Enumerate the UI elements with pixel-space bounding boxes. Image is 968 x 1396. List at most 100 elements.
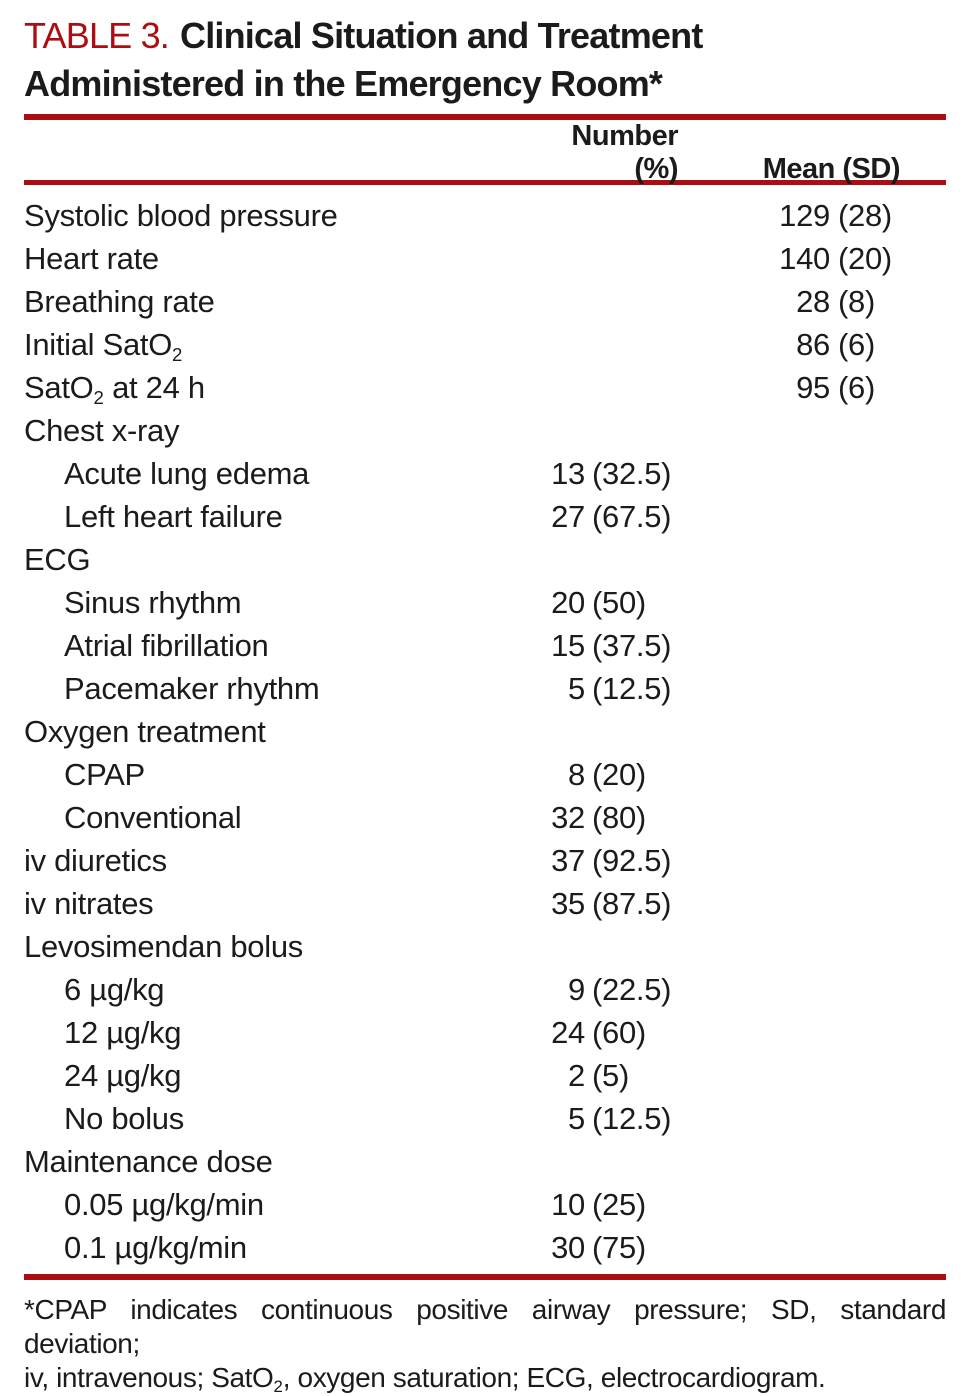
number-count: 37 — [551, 843, 585, 878]
row-label: Oxygen treatment — [24, 714, 266, 749]
number-count: 9 — [568, 972, 585, 1007]
mean-sd — [830, 538, 946, 581]
column-header-mean: Mean (SD) — [762, 153, 901, 185]
table-row: Heart rate 140 (20) — [24, 237, 946, 280]
number-count — [525, 323, 585, 366]
number-pct — [585, 280, 683, 323]
number-pct: (60) — [592, 1015, 646, 1050]
row-label: 24 µg/kg — [64, 1058, 182, 1093]
number-pct: (32.5) — [592, 456, 672, 491]
number-pct: (75) — [592, 1230, 646, 1265]
mean-value — [683, 796, 830, 839]
mean-value — [683, 882, 830, 925]
number-count: 27 — [551, 499, 585, 534]
mean-value — [683, 1011, 830, 1054]
row-label: Acute lung edema — [64, 456, 310, 491]
header-rule — [24, 180, 946, 185]
row-label: Initial SatO2 — [24, 327, 183, 365]
table-row: Initial SatO2 86 (6) — [24, 323, 946, 366]
table-row: Breathing rate 28 (8) — [24, 280, 946, 323]
table-row: 12 µg/kg 24 (60) — [24, 1011, 946, 1054]
table-row: 6 µg/kg 9 (22.5) — [24, 968, 946, 1011]
row-label: No bolus — [64, 1101, 184, 1136]
table-row: 0.05 µg/kg/min 10 (25) — [24, 1183, 946, 1226]
number-count — [525, 280, 585, 323]
mean-sd — [830, 581, 946, 624]
number-count: 10 — [551, 1187, 585, 1222]
table-row: 24 µg/kg 2 (5) — [24, 1054, 946, 1097]
table-group-row: Oxygen treatment — [24, 710, 946, 753]
row-label: Levosimendan bolus — [24, 929, 303, 964]
row-label: SatO2 at 24 h — [24, 370, 205, 408]
row-label: iv diuretics — [24, 843, 167, 878]
number-count — [525, 366, 585, 409]
mean-sd — [830, 495, 946, 538]
number-pct — [585, 538, 683, 581]
row-label: Systolic blood pressure — [24, 198, 338, 233]
mean-sd — [830, 925, 946, 968]
table-row: Conventional 32 (80) — [24, 796, 946, 839]
table-row: SatO2 at 24 h 95 (6) — [24, 366, 946, 409]
number-count: 32 — [551, 800, 585, 835]
mean-value — [683, 667, 830, 710]
number-count — [525, 1140, 585, 1183]
mean-value — [683, 1097, 830, 1140]
column-header-row: Number (%) Mean (SD) — [24, 120, 946, 185]
footnote-line2: iv, intravenous; SatO2, oxygen saturatio… — [24, 1362, 826, 1396]
table-group-row: Maintenance dose — [24, 1140, 946, 1183]
number-count — [525, 925, 585, 968]
mean-sd — [830, 1011, 946, 1054]
row-label: 0.05 µg/kg/min — [64, 1187, 264, 1222]
table-row: Systolic blood pressure 129 (28) — [24, 194, 946, 237]
number-count: 35 — [551, 886, 585, 921]
mean-sd — [830, 1097, 946, 1140]
mean-value — [683, 1054, 830, 1097]
row-label: ECG — [24, 542, 91, 577]
number-pct: (25) — [592, 1187, 646, 1222]
number-pct — [585, 1140, 683, 1183]
number-pct: (50) — [592, 585, 646, 620]
mean-value — [683, 1226, 830, 1269]
number-count: 30 — [551, 1230, 585, 1265]
table-group-row: Chest x-ray — [24, 409, 946, 452]
mean-sd — [830, 753, 946, 796]
number-count: 5 — [568, 1101, 585, 1136]
mean-sd: (6) — [838, 327, 875, 362]
mean-value: 28 — [796, 284, 830, 319]
mean-sd — [830, 1183, 946, 1226]
number-count: 8 — [568, 757, 585, 792]
table-body: Systolic blood pressure 129 (28) Heart r… — [24, 185, 946, 1274]
row-label: Conventional — [64, 800, 242, 835]
number-pct: (37.5) — [592, 628, 672, 663]
table-title-text1: Clinical Situation and Treatment — [180, 15, 703, 56]
top-rule — [24, 114, 946, 120]
number-count: 13 — [551, 456, 585, 491]
row-label: 12 µg/kg — [64, 1015, 182, 1050]
mean-sd — [830, 839, 946, 882]
mean-sd: (6) — [838, 370, 875, 405]
footnote-line1: *CPAP indicates continuous positive airw… — [24, 1294, 946, 1359]
mean-sd — [830, 1226, 946, 1269]
mean-value — [683, 538, 830, 581]
mean-sd — [830, 1054, 946, 1097]
mean-value — [683, 968, 830, 1011]
number-pct: (12.5) — [592, 671, 672, 706]
table-number-label: TABLE 3. — [24, 15, 170, 56]
number-pct — [585, 323, 683, 366]
number-pct: (87.5) — [592, 886, 672, 921]
number-count — [525, 710, 585, 753]
table-group-row: ECG — [24, 538, 946, 581]
mean-value: 140 — [779, 241, 830, 276]
mean-sd: (8) — [838, 284, 875, 319]
mean-sd — [830, 968, 946, 1011]
number-pct — [585, 194, 683, 237]
row-label: CPAP — [64, 757, 145, 792]
mean-sd — [830, 1140, 946, 1183]
number-pct: (22.5) — [592, 972, 672, 1007]
mean-value — [683, 624, 830, 667]
number-count — [525, 538, 585, 581]
mean-value — [683, 1183, 830, 1226]
mean-value — [683, 753, 830, 796]
table-row: Acute lung edema 13 (32.5) — [24, 452, 946, 495]
